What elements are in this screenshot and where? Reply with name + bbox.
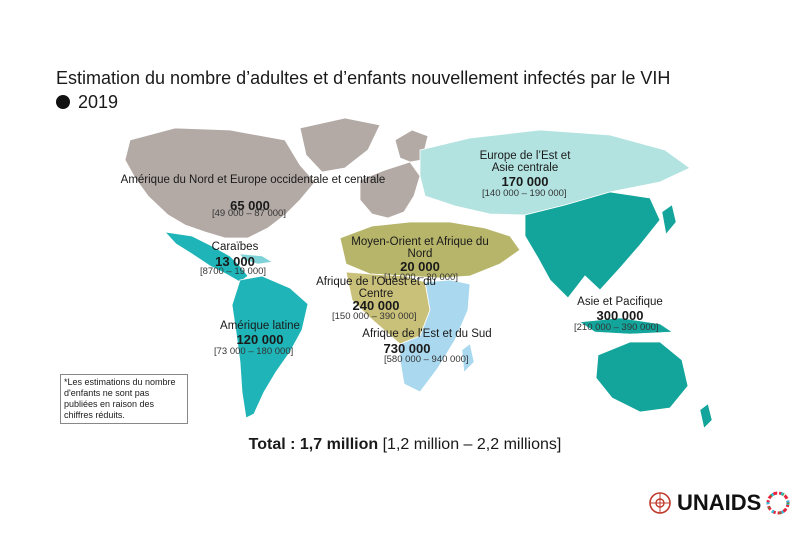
- label-latin-america: Amérique latine: [220, 320, 300, 332]
- region-shape-new-zealand: [699, 403, 713, 429]
- title-line-2: 2019: [56, 90, 796, 114]
- region-shape-greenland: [299, 117, 381, 173]
- range-caribbean: [8700 – 19 000]: [200, 266, 267, 277]
- label-eastern-europe-central-asia: Europe de l’Est et Asie centrale: [479, 150, 571, 174]
- total-line: Total : 1,7 million [1,2 million – 2,2 m…: [0, 436, 810, 454]
- region-shape-asia: [524, 191, 661, 299]
- region-shape-australia: [595, 341, 689, 413]
- label-caribbean: Caraïbes: [211, 241, 259, 253]
- un-emblem-icon: [649, 492, 671, 514]
- range-north-america-europe: [49 000 – 87 000]: [212, 208, 286, 219]
- total-value: 1,7 million: [299, 436, 379, 453]
- value-eastern-southern-africa: 730 000: [383, 341, 431, 356]
- value-north-america-europe: 65 000: [230, 198, 270, 213]
- map-title: Estimation du nombre d’adultes et d’enfa…: [56, 66, 796, 114]
- total-range: [1,2 million – 2,2 millions]: [382, 436, 562, 453]
- range-middle-east-north-africa: [14 000 – 30 000]: [384, 272, 458, 283]
- value-asia-pacific: 300 000: [596, 308, 644, 323]
- range-latin-america: [73 000 – 180 000]: [214, 346, 294, 357]
- label-west-central-africa: Afrique de l'Ouest et du Centre: [316, 276, 436, 300]
- region-shape-western-europe: [359, 161, 421, 219]
- value-middle-east-north-africa: 20 000: [400, 259, 440, 274]
- label-north-america-europe: Amérique du Nord et Europe occidentale e…: [120, 174, 386, 186]
- region-shape-north-america: [124, 127, 316, 239]
- bullet-icon: [56, 95, 70, 109]
- logo-text: UNAIDS: [677, 490, 762, 515]
- region-shape-indonesia: [579, 317, 673, 335]
- label-asia-pacific: Asie et Pacifique: [577, 296, 663, 308]
- range-west-central-africa: [150 000 – 390 000]: [332, 311, 417, 322]
- region-shape-japan: [661, 204, 677, 235]
- region-shape-madagascar: [461, 343, 475, 373]
- title-line-1: Estimation du nombre d’adultes et d’enfa…: [56, 68, 671, 88]
- range-eastern-europe-central-asia: [140 000 – 190 000]: [482, 188, 567, 199]
- value-eastern-europe-central-asia: 170 000: [501, 174, 549, 189]
- value-latin-america: 120 000: [236, 332, 284, 347]
- range-asia-pacific: [210 000 – 390 000]: [574, 322, 659, 333]
- footnote-box: *Les estimations du nombre d'enfants ne …: [60, 374, 188, 424]
- value-west-central-africa: 240 000: [352, 298, 400, 313]
- range-eastern-southern-africa: [580 000 – 940 000]: [384, 354, 469, 365]
- sdg-wheel-icon: [766, 491, 790, 515]
- unaids-logo: UNAIDS: [648, 490, 790, 516]
- region-shape-eastern-southern-africa: [399, 279, 471, 393]
- region-shape-caribbean: [239, 253, 273, 265]
- label-eastern-southern-africa: Afrique de l'Est et du Sud: [362, 328, 492, 340]
- title-year: 2019: [78, 92, 119, 112]
- label-middle-east-north-africa: Moyen-Orient et Afrique du Nord: [351, 236, 489, 260]
- value-caribbean: 13 000: [215, 254, 255, 269]
- total-label: Total :: [248, 436, 296, 453]
- region-shape-south-america: [231, 275, 309, 419]
